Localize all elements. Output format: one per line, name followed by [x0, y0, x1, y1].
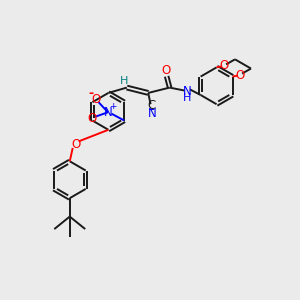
- Text: N: N: [147, 106, 156, 120]
- Text: O: O: [87, 112, 96, 125]
- Text: O: O: [161, 64, 171, 77]
- Text: O: O: [235, 69, 244, 82]
- Text: O: O: [91, 93, 100, 106]
- Text: H: H: [183, 93, 191, 103]
- Text: N: N: [103, 106, 112, 119]
- Text: O: O: [71, 138, 80, 152]
- Text: H: H: [120, 76, 129, 86]
- Text: O: O: [219, 59, 229, 72]
- Text: N: N: [182, 85, 191, 98]
- Text: +: +: [109, 102, 116, 111]
- Text: C: C: [148, 99, 156, 112]
- Text: -: -: [88, 87, 94, 100]
